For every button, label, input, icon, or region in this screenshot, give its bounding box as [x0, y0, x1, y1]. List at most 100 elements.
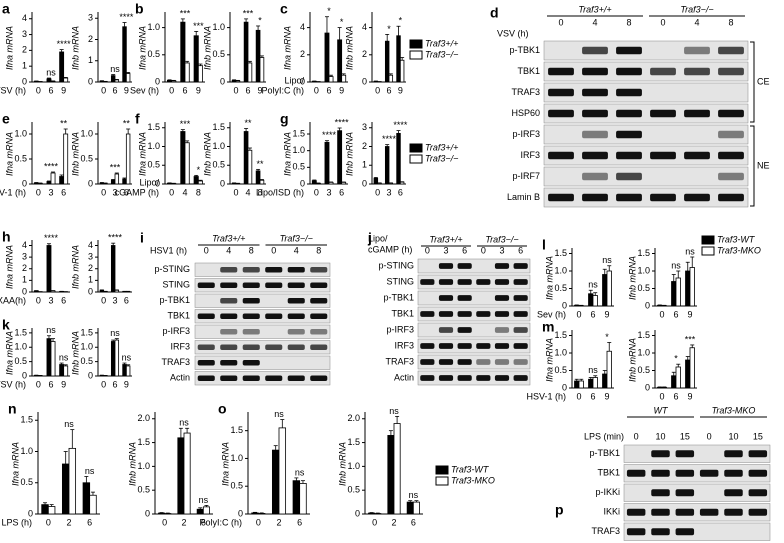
- x-tick-label: 0: [576, 391, 581, 401]
- bar: [125, 73, 131, 83]
- y-tick-label: 1.0: [230, 453, 243, 463]
- band: [616, 151, 642, 160]
- bar: [271, 449, 280, 515]
- x-tick-label: 0: [36, 295, 41, 305]
- x-axis-label: Lipo/ISD (h): [256, 187, 304, 197]
- significance-label: ns: [122, 352, 132, 362]
- lane-label: 0: [558, 17, 563, 27]
- band: [684, 109, 710, 118]
- blot-strip: [543, 103, 749, 124]
- lane-label: 0: [634, 431, 639, 441]
- treatment-label: VSV (h): [497, 28, 529, 38]
- bar: [592, 295, 598, 307]
- bar: [685, 359, 691, 389]
- bar: [110, 179, 116, 185]
- x-tick-label: 4: [182, 187, 187, 197]
- x-tick-label: 3: [112, 187, 117, 197]
- x-tick-label: 9: [339, 85, 344, 95]
- x-axis-label: Sev (h): [130, 85, 159, 95]
- y-axis-label: Ifna mRNA: [282, 26, 292, 70]
- band: [220, 297, 238, 304]
- x-tick-label: 6: [297, 517, 302, 527]
- y-axis-label: Ifna mRNA: [137, 132, 147, 176]
- y-axis-label: Ifnb mRNA: [344, 132, 354, 176]
- y-tick-label: 0: [300, 178, 305, 188]
- bar: [671, 281, 677, 307]
- band: [220, 266, 238, 273]
- y-axis-label: Ifna mRNA: [4, 331, 14, 375]
- bar: [685, 270, 691, 307]
- band: [420, 343, 435, 349]
- band: [616, 46, 642, 55]
- y-tick-label: 2: [300, 49, 305, 59]
- bar: [50, 80, 56, 83]
- band: [650, 151, 676, 160]
- blot-strip: [623, 464, 771, 483]
- bar: [602, 373, 608, 389]
- y-tick-label: 0: [562, 300, 567, 310]
- row-label: TRAF3: [385, 356, 414, 366]
- band: [718, 46, 744, 55]
- band: [650, 67, 676, 76]
- significance-label: *: [258, 15, 262, 25]
- lane-label: 0: [425, 245, 430, 255]
- band: [513, 343, 528, 349]
- x-tick-label: 2: [66, 517, 71, 527]
- band: [582, 109, 608, 118]
- significance-label: *: [605, 332, 609, 342]
- y-tick-label: 0: [28, 508, 33, 518]
- band: [457, 359, 472, 365]
- x-tick-label: 6: [87, 517, 92, 527]
- x-tick-label: 9: [61, 85, 66, 95]
- band: [494, 327, 510, 333]
- y-axis-label: Ifna mRNA: [10, 442, 20, 486]
- significance-label: ns: [46, 325, 56, 335]
- y-tick-label: 4: [88, 240, 93, 250]
- y-tick-label: 0.5: [347, 485, 360, 495]
- bar: [675, 277, 681, 307]
- band: [457, 343, 472, 349]
- band: [476, 279, 491, 285]
- legend-swatch: [435, 465, 449, 475]
- panel-letter: g: [280, 111, 289, 127]
- x-tick-label: 6: [48, 85, 53, 95]
- bar: [202, 506, 210, 515]
- blot-strip: [194, 262, 331, 277]
- bar: [689, 267, 695, 307]
- y-tick-label: 1.5: [14, 327, 27, 337]
- band: [718, 130, 744, 139]
- band: [242, 297, 260, 304]
- legend-swatch: [409, 154, 423, 164]
- band: [197, 359, 215, 366]
- x-tick-label: 3: [112, 295, 117, 305]
- y-tick-label: 0: [645, 300, 650, 310]
- band: [675, 450, 695, 458]
- bar: [63, 77, 69, 83]
- band: [548, 151, 574, 160]
- y-axis-label: Ifna mRNA: [137, 26, 147, 70]
- bar: [255, 29, 261, 83]
- band: [626, 508, 646, 516]
- y-tick-label: 0: [145, 508, 150, 518]
- band: [718, 172, 744, 181]
- x-axis-label: PolyI:C (h): [199, 517, 242, 527]
- blot-strip: [543, 145, 749, 166]
- x-tick-label: 6: [48, 379, 53, 389]
- band: [457, 279, 472, 285]
- bar: [324, 32, 330, 83]
- bar: [243, 21, 249, 83]
- y-tick-label: 1.5: [20, 415, 33, 425]
- x-tick-label: 0: [101, 295, 106, 305]
- band: [197, 344, 215, 351]
- y-tick-label: 0: [645, 382, 650, 392]
- significance-label: ns: [588, 280, 598, 290]
- row-label: p-IRF3: [386, 324, 414, 334]
- band: [287, 266, 305, 273]
- bar: [328, 76, 334, 83]
- bar: [166, 79, 173, 83]
- bar: [59, 51, 65, 83]
- bar: [337, 130, 343, 185]
- group-label: Traf3+/+: [212, 233, 245, 243]
- band: [718, 151, 744, 160]
